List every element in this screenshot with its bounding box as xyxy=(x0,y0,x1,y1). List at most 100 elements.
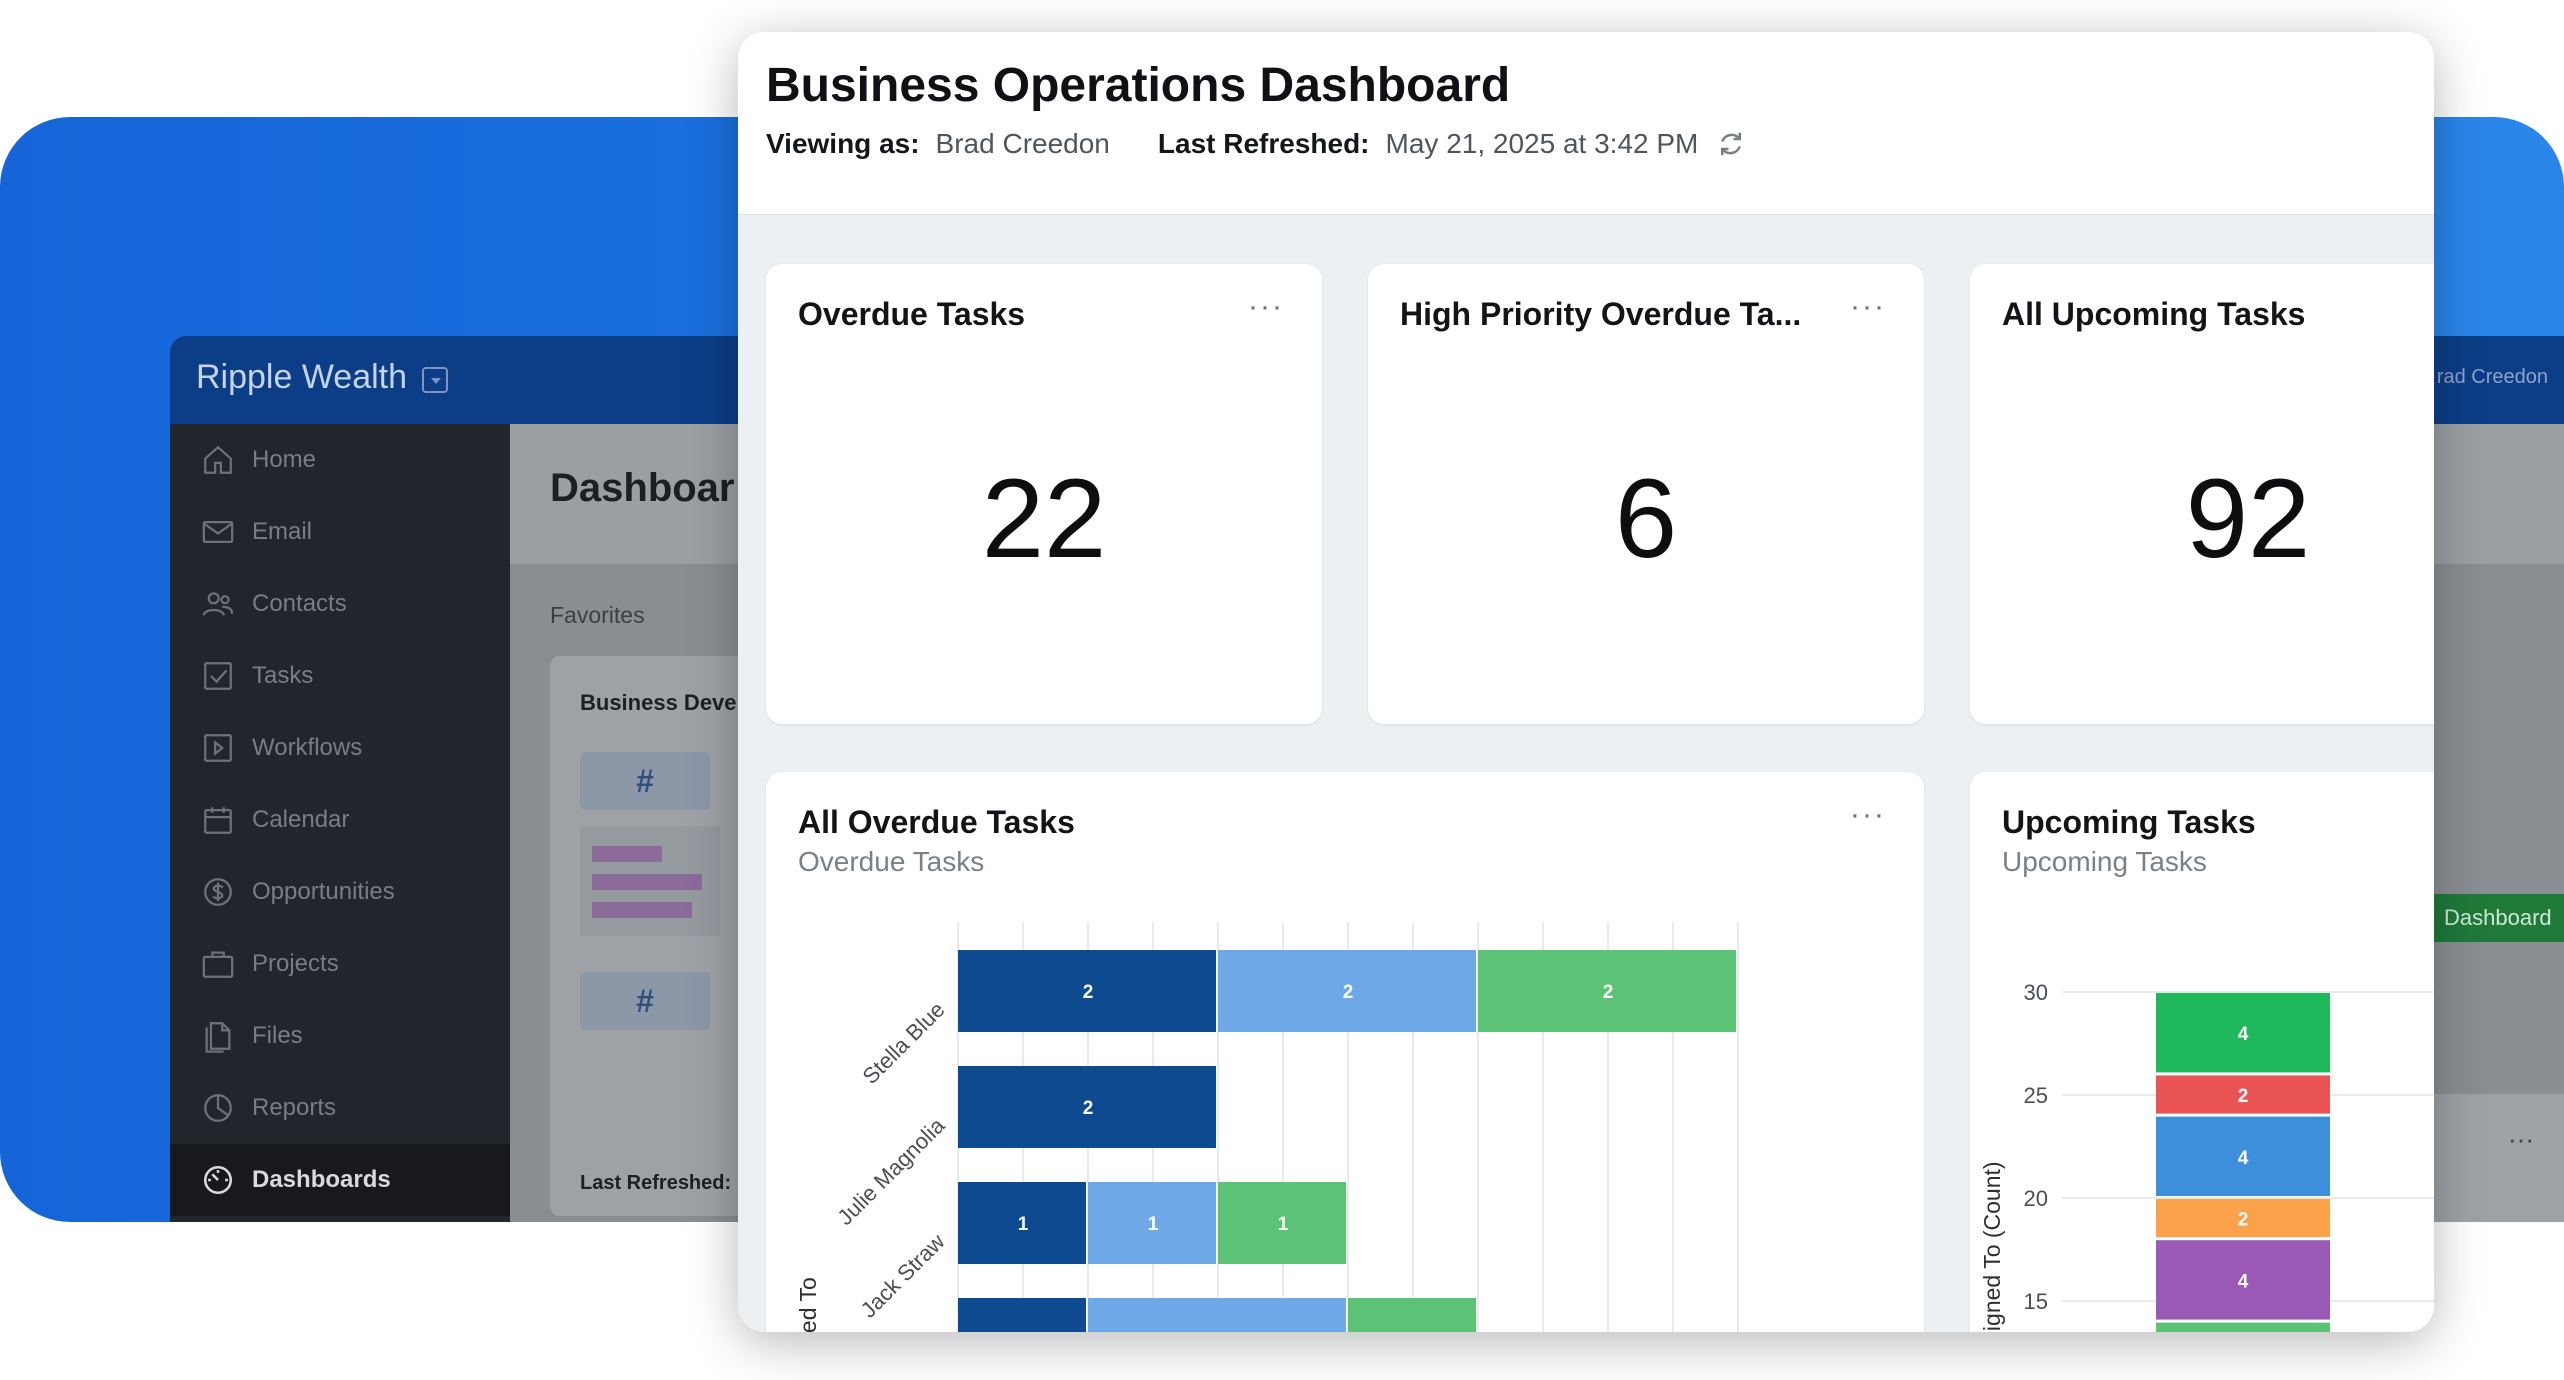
background-right-card xyxy=(2434,1094,2564,1222)
overdue-tasks-chart: 2 2 2 Stella Blue 2 Julie Magnolia 1 1 1 Jack Str… xyxy=(795,922,1739,1332)
bar-value-label: 2 xyxy=(1213,1330,1224,1332)
sidebar-item-home[interactable]: Home xyxy=(170,424,510,496)
reports-icon xyxy=(200,1090,236,1126)
bar-value-label: 1 xyxy=(1278,1214,1289,1235)
hash-tile: # xyxy=(580,972,710,1030)
sidebar-item-opportunities[interactable]: Opportunities xyxy=(170,856,510,928)
bar-value-label: 1 xyxy=(1148,1214,1159,1235)
bar-value-label: 1 xyxy=(1018,1330,1029,1332)
sidebar-item-contacts[interactable]: Contacts xyxy=(170,568,510,640)
brand-name[interactable]: Ripple Wealth xyxy=(196,358,408,396)
bar-segment xyxy=(2156,1322,2330,1332)
sidebar-item-reports[interactable]: Reports xyxy=(170,1072,510,1144)
y-axis-title: signed To (Count) xyxy=(1979,1161,2005,1332)
favorites-label: Favorites xyxy=(550,602,645,628)
sidebar-item-tasks[interactable]: Tasks xyxy=(170,640,510,712)
dashboard-meta: Viewing as: Brad Creedon Last Refreshed:… xyxy=(766,128,1746,160)
dashboard-header: Business Operations Dashboard Viewing as… xyxy=(738,32,2434,215)
bar-segment xyxy=(958,1298,1086,1332)
add-dashboard-button[interactable]: Dashboard xyxy=(2434,894,2564,942)
last-refreshed-value: May 21, 2025 at 3:42 PM xyxy=(1385,128,1699,159)
files-icon xyxy=(200,1018,236,1054)
card-title: High Priority Overdue Ta... xyxy=(1400,296,1802,332)
sidebar-item-label: Files xyxy=(252,1022,303,1049)
bar-segment xyxy=(1218,950,1476,1032)
bar-value-label: 4 xyxy=(2238,1271,2249,1292)
chart-card-upcoming-tasks[interactable]: Upcoming Tasks Upcoming Tasks 15 20 25 30 4 4… xyxy=(1970,772,2434,1332)
user-name[interactable]: rad Creedon xyxy=(2436,366,2548,388)
bar-value-label: 4 xyxy=(2238,1024,2249,1045)
bar-segment xyxy=(1348,1298,1476,1332)
bar-thumbnail xyxy=(580,826,720,936)
bar-value-label: 4 xyxy=(2238,1148,2249,1169)
bar-segment xyxy=(2156,1075,2330,1114)
bar-value-label: 1 xyxy=(1408,1330,1419,1332)
more-options-icon[interactable]: ··· xyxy=(1248,290,1284,323)
refresh-icon[interactable] xyxy=(1716,129,1746,159)
bar-segment xyxy=(2156,1199,2330,1238)
y-tick-label: 30 xyxy=(2024,980,2048,1005)
y-tick-label: 25 xyxy=(2024,1083,2048,1108)
bar-segment xyxy=(1478,950,1736,1032)
viewing-as-value[interactable]: Brad Creedon xyxy=(935,128,1110,159)
card-subtitle: Overdue Tasks xyxy=(798,846,985,877)
more-options-icon[interactable]: ··· xyxy=(1850,290,1886,323)
chart-card-all-overdue-tasks[interactable]: All Overdue Tasks Overdue Tasks ··· 2 2 2 S… xyxy=(766,772,1924,1332)
dashboard-window: Business Operations Dashboard Viewing as… xyxy=(738,32,2434,1332)
sidebar-item-label: Reports xyxy=(252,1094,337,1121)
sidebar-item-label: Opportunities xyxy=(252,878,395,905)
last-refreshed-label: Last Refreshed: xyxy=(1157,128,1370,159)
kpi-card-high-priority-overdue[interactable]: High Priority Overdue Ta... ··· 6 xyxy=(1368,264,1924,724)
bar-value-label: 2 xyxy=(1083,982,1094,1003)
email-icon xyxy=(200,514,236,550)
bar-segment xyxy=(958,1182,1086,1264)
bar-segment xyxy=(2156,993,2330,1073)
bar-value-label: 2 xyxy=(1603,982,1614,1003)
sidebar-item-calendar[interactable]: Calendar xyxy=(170,784,510,856)
projects-icon xyxy=(200,946,236,982)
sidebar-item-label: Home xyxy=(252,446,317,473)
sidebar-item-projects[interactable]: Projects xyxy=(170,928,510,1000)
hash-tile: # xyxy=(580,752,710,810)
bar-value-label: 1 xyxy=(1018,1214,1029,1235)
card-title: All Overdue Tasks xyxy=(798,804,1075,840)
sidebar-item-workflows[interactable]: Workflows xyxy=(170,712,510,784)
y-tick-label: 20 xyxy=(2024,1186,2048,1211)
kpi-card-all-upcoming-tasks[interactable]: All Upcoming Tasks 92 xyxy=(1970,264,2434,724)
bar-segment xyxy=(2156,1116,2330,1196)
category-tick-label: Julie Magnolia xyxy=(832,1112,950,1230)
sidebar-item-files[interactable]: Files xyxy=(170,1000,510,1072)
sidebar-item-label: Contacts xyxy=(252,590,347,617)
category-tick-label: Stella Blue xyxy=(857,997,949,1089)
sidebar-item-dashboards[interactable]: Dashboards xyxy=(170,1144,510,1216)
opportunities-icon xyxy=(200,874,236,910)
card-title: Upcoming Tasks xyxy=(2002,804,2256,840)
home-icon xyxy=(200,442,236,478)
more-options-icon[interactable]: ··· xyxy=(1850,798,1886,831)
kpi-value: 6 xyxy=(1614,456,1678,581)
calendar-icon xyxy=(200,802,236,838)
bar-segment xyxy=(958,950,1216,1032)
sidebar-item-label: Calendar xyxy=(252,806,350,833)
bar-value-label: 2 xyxy=(1083,1098,1094,1119)
sidebar-item-email[interactable]: Email xyxy=(170,496,510,568)
category-tick-label: Jack Straw xyxy=(856,1229,950,1323)
bar-value-label: 2 xyxy=(2238,1086,2249,1107)
brand-dropdown-icon[interactable] xyxy=(422,367,448,393)
sidebar-item-label: Projects xyxy=(252,950,339,977)
dashboard-title: Business Operations Dashboard xyxy=(766,59,1511,112)
workflows-icon xyxy=(200,730,236,766)
kpi-card-overdue-tasks[interactable]: Overdue Tasks ··· 22 xyxy=(766,264,1322,724)
bar-segment xyxy=(2156,1240,2330,1320)
bar-segment xyxy=(1088,1182,1216,1264)
background-card-menu-icon[interactable]: ··· xyxy=(2508,1124,2534,1154)
dashboards-icon xyxy=(200,1162,236,1198)
card-title: Overdue Tasks xyxy=(798,296,1026,332)
card-title: All Upcoming Tasks xyxy=(2002,296,2306,332)
y-tick-label: 15 xyxy=(2024,1289,2048,1314)
card-title: Business Deve xyxy=(580,690,737,715)
contacts-icon xyxy=(200,586,236,622)
tasks-icon xyxy=(200,658,236,694)
bar-value-label: 2 xyxy=(1343,982,1354,1003)
